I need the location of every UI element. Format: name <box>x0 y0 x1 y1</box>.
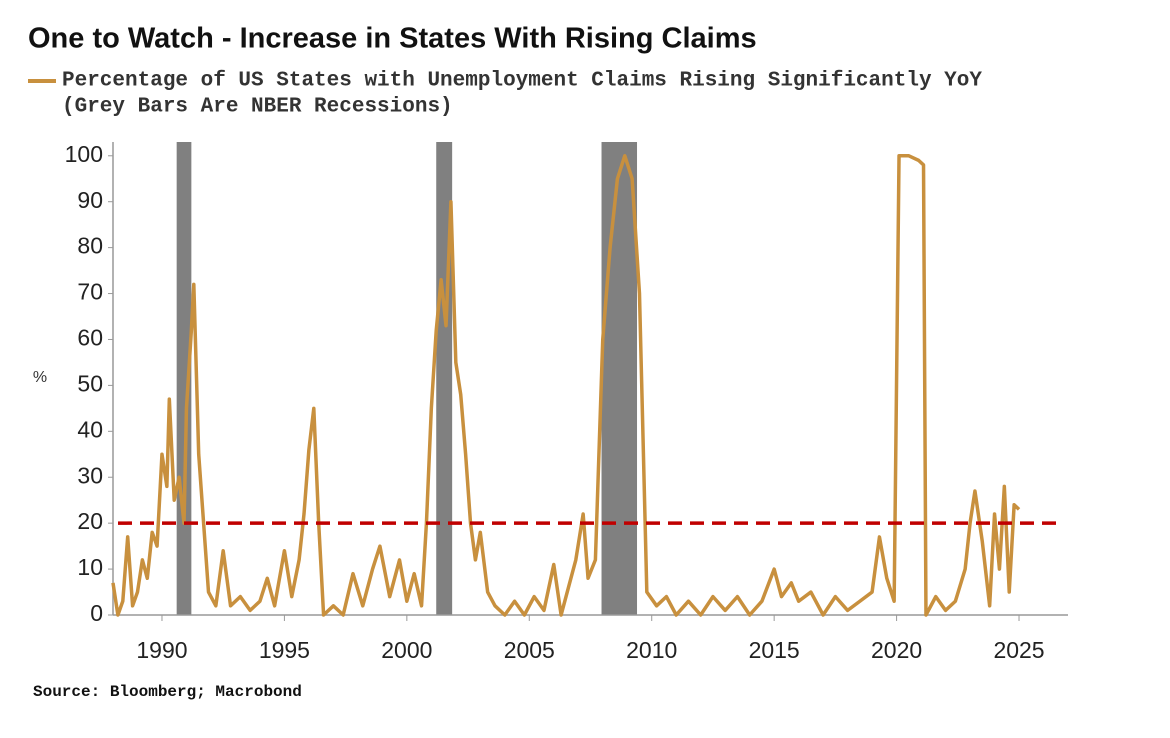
y-tick-label: 20 <box>77 508 103 534</box>
legend-label: Percentage of US States with Unemploymen… <box>62 70 982 93</box>
y-tick-label: 90 <box>77 187 103 213</box>
y-axis-label: % <box>33 369 47 386</box>
y-tick-label: 40 <box>77 416 103 442</box>
data-line <box>111 154 1021 617</box>
x-tick-label: 2010 <box>626 637 677 663</box>
y-tick-label: 100 <box>65 141 103 167</box>
x-tick-label: 2025 <box>993 637 1044 663</box>
x-tick-label: 2005 <box>504 637 555 663</box>
x-tick-label: 2000 <box>381 637 432 663</box>
y-tick-label: 80 <box>77 233 103 259</box>
recession-bar <box>601 142 638 615</box>
x-tick-label: 1990 <box>136 637 187 663</box>
note: (Grey Bars Are NBER Recessions) <box>62 96 453 119</box>
x-tick-label: 2020 <box>871 637 922 663</box>
y-tick-label: 0 <box>90 600 103 626</box>
x-tick-label: 2015 <box>749 637 800 663</box>
y-tick-label: 50 <box>77 370 103 396</box>
source: Source: Bloomberg; Macrobond <box>33 683 302 701</box>
y-tick-label: 30 <box>77 462 103 488</box>
y-tick-label: 60 <box>77 325 103 351</box>
y-tick-label: 70 <box>77 279 103 305</box>
y-tick-label: 10 <box>77 554 103 580</box>
x-tick-label: 1995 <box>259 637 310 663</box>
chart-title: One to Watch - Increase in States With R… <box>28 23 757 55</box>
